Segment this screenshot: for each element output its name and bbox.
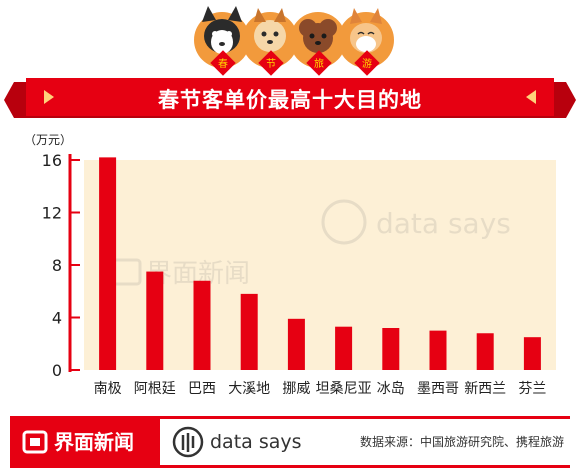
x-tick-label: 大溪地 bbox=[228, 381, 270, 397]
bar bbox=[99, 157, 117, 370]
bar bbox=[382, 328, 400, 370]
data-says-text: data says bbox=[210, 431, 302, 453]
x-tick-label: 芬兰 bbox=[518, 381, 546, 397]
left-triangle-icon bbox=[44, 90, 54, 104]
y-tick-label: 4 bbox=[52, 309, 62, 328]
watermark-ds-text: data says bbox=[376, 207, 511, 240]
bar bbox=[193, 280, 211, 370]
bar-chart: 界面新闻 data says 0481216 南极 阿根廷 巴西 大溪地 挪威 坦桑尼亚冰… bbox=[24, 133, 556, 397]
dog-mascot-3-icon bbox=[290, 12, 346, 68]
dog-mascot-4-icon bbox=[338, 8, 394, 68]
badge-lv: 旅 bbox=[306, 50, 332, 76]
jiemian-logo-icon bbox=[22, 430, 48, 454]
right-triangle-icon bbox=[526, 90, 536, 104]
y-tick-label: 8 bbox=[52, 256, 62, 275]
header-illustration: 春 节 旅 游 bbox=[194, 6, 394, 76]
bar bbox=[287, 318, 305, 370]
dog-mascot-2-icon bbox=[242, 8, 298, 68]
bar bbox=[146, 271, 164, 370]
x-tick-label: 新西兰 bbox=[464, 381, 506, 397]
chart-title: 春节客单价最高十大目的地 bbox=[158, 88, 422, 112]
x-tick-label: 坦桑尼亚 bbox=[316, 381, 372, 397]
x-tick-label: 冰岛 bbox=[377, 381, 405, 397]
svg-text:春: 春 bbox=[218, 58, 228, 70]
y-tick-label: 12 bbox=[42, 204, 62, 223]
dog-mascot-1-icon bbox=[194, 6, 250, 68]
x-tick-label: 挪威 bbox=[282, 381, 310, 397]
footer-logo-text: 界面新闻 bbox=[54, 430, 134, 454]
badge-you: 游 bbox=[354, 50, 380, 76]
bar bbox=[476, 333, 494, 370]
x-tick-label: 巴西 bbox=[188, 381, 216, 397]
footer-logo: 界面新闻 bbox=[10, 419, 160, 465]
data-says-icon bbox=[172, 426, 204, 458]
title-banner bbox=[4, 78, 576, 118]
bar bbox=[335, 326, 353, 370]
svg-text:游: 游 bbox=[362, 57, 372, 70]
bar bbox=[523, 337, 541, 370]
y-axis-label: （万元） bbox=[24, 133, 72, 147]
footer: 界面新闻 data says 数据来源：中国旅游研究院、携程旅游 bbox=[10, 416, 570, 468]
bar bbox=[429, 330, 447, 370]
y-tick-label: 0 bbox=[52, 361, 62, 380]
data-source: 数据来源：中国旅游研究院、携程旅游 bbox=[359, 435, 564, 449]
y-tick-label: 16 bbox=[42, 151, 62, 170]
watermark-ds-icon bbox=[321, 199, 367, 245]
bar bbox=[240, 293, 258, 370]
svg-text:节: 节 bbox=[266, 58, 276, 70]
svg-text:旅: 旅 bbox=[314, 57, 324, 70]
x-tick-label: 南极 bbox=[94, 381, 122, 397]
badge-jie: 节 bbox=[258, 50, 284, 76]
x-tick-label: 墨西哥 bbox=[417, 381, 459, 397]
x-tick-label: 阿根廷 bbox=[134, 381, 176, 397]
